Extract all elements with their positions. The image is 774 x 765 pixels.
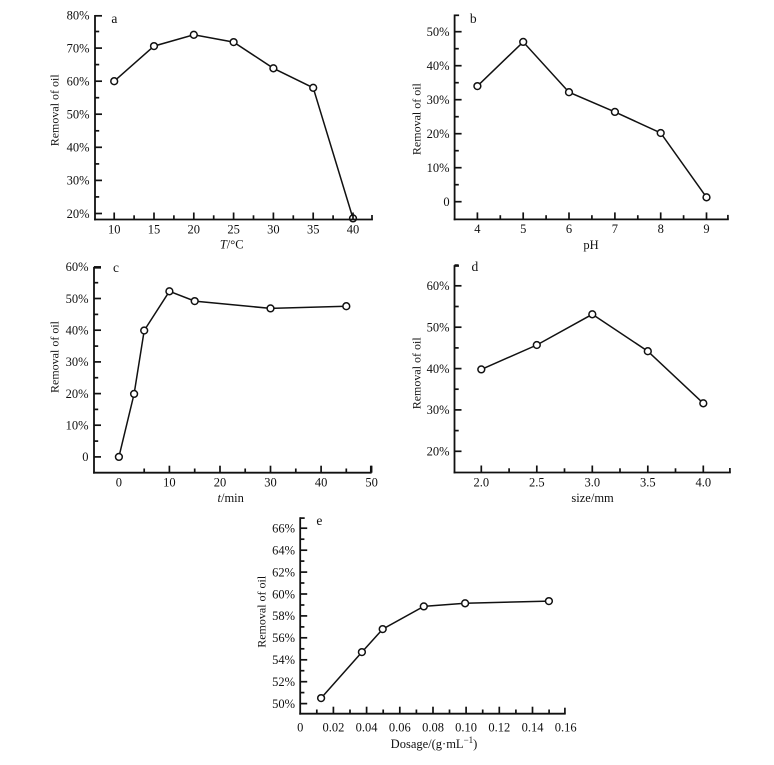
svg-text:a: a — [111, 11, 117, 26]
svg-text:Removal of oil: Removal of oil — [48, 320, 62, 393]
svg-text:56%: 56% — [272, 631, 295, 645]
svg-text:0.14: 0.14 — [522, 721, 545, 735]
svg-text:20: 20 — [188, 222, 201, 236]
svg-text:7: 7 — [612, 222, 618, 236]
svg-text:62%: 62% — [272, 565, 295, 579]
svg-text:30: 30 — [267, 222, 280, 236]
svg-text:0: 0 — [443, 195, 449, 209]
svg-text:40%: 40% — [67, 141, 90, 155]
svg-text:9: 9 — [703, 222, 709, 236]
svg-text:60%: 60% — [67, 75, 90, 89]
svg-text:t/min: t/min — [217, 491, 244, 505]
svg-text:10%: 10% — [66, 419, 89, 433]
svg-text:pH: pH — [583, 238, 598, 252]
svg-text:52%: 52% — [272, 675, 295, 689]
svg-text:0: 0 — [116, 476, 122, 490]
svg-text:Removal of oil: Removal of oil — [255, 575, 269, 648]
svg-text:20%: 20% — [67, 207, 90, 221]
svg-text:20: 20 — [214, 476, 227, 490]
svg-text:30: 30 — [264, 476, 277, 490]
svg-text:Removal of oil: Removal of oil — [48, 74, 62, 147]
svg-text:6: 6 — [566, 222, 572, 236]
svg-text:58%: 58% — [272, 609, 295, 623]
svg-text:50%: 50% — [272, 697, 295, 711]
svg-text:30%: 30% — [67, 174, 90, 188]
svg-text:60%: 60% — [427, 279, 450, 293]
svg-text:64%: 64% — [272, 544, 295, 558]
svg-text:60%: 60% — [66, 260, 89, 274]
svg-text:30%: 30% — [427, 403, 450, 417]
svg-text:66%: 66% — [272, 522, 295, 536]
svg-text:30%: 30% — [427, 93, 450, 107]
svg-text:35: 35 — [307, 222, 320, 236]
svg-text:0.04: 0.04 — [356, 721, 379, 735]
svg-text:0.02: 0.02 — [322, 721, 344, 735]
svg-text:0.08: 0.08 — [422, 721, 444, 735]
svg-text:25: 25 — [227, 222, 240, 236]
svg-text:0.06: 0.06 — [389, 721, 411, 735]
svg-text:0.10: 0.10 — [455, 721, 477, 735]
svg-text:Dosage/(g·mL−1): Dosage/(g·mL−1) — [391, 735, 478, 751]
svg-text:8: 8 — [658, 222, 664, 236]
svg-text:10: 10 — [108, 222, 121, 236]
svg-text:20%: 20% — [66, 387, 89, 401]
svg-text:4: 4 — [474, 222, 481, 236]
svg-text:Removal of oil: Removal of oil — [410, 337, 424, 410]
svg-text:60%: 60% — [272, 587, 295, 601]
svg-text:30%: 30% — [66, 355, 89, 369]
svg-text:c: c — [113, 260, 119, 275]
svg-text:40%: 40% — [427, 362, 450, 376]
svg-text:d: d — [472, 259, 479, 274]
svg-text:2.0: 2.0 — [473, 476, 489, 490]
svg-text:0: 0 — [297, 721, 303, 735]
svg-text:0.16: 0.16 — [555, 721, 577, 735]
svg-text:2.5: 2.5 — [529, 476, 545, 490]
svg-text:70%: 70% — [67, 41, 90, 55]
svg-text:0: 0 — [82, 450, 88, 464]
svg-text:40%: 40% — [66, 324, 89, 338]
svg-text:0.12: 0.12 — [488, 721, 510, 735]
svg-text:50%: 50% — [427, 25, 450, 39]
svg-text:50%: 50% — [67, 108, 90, 122]
svg-text:T/°C: T/°C — [220, 238, 244, 252]
svg-text:10%: 10% — [427, 161, 450, 175]
svg-text:3.5: 3.5 — [640, 476, 656, 490]
svg-text:b: b — [470, 11, 477, 26]
svg-text:54%: 54% — [272, 653, 295, 667]
svg-text:20%: 20% — [427, 445, 450, 459]
svg-text:Removal of oil: Removal of oil — [410, 82, 424, 155]
svg-text:40: 40 — [315, 476, 328, 490]
svg-text:50%: 50% — [427, 321, 450, 335]
svg-text:5: 5 — [520, 222, 526, 236]
svg-text:80%: 80% — [67, 8, 90, 22]
svg-text:4.0: 4.0 — [695, 476, 711, 490]
svg-text:10: 10 — [163, 476, 176, 490]
svg-text:40: 40 — [347, 222, 360, 236]
svg-text:15: 15 — [148, 222, 161, 236]
svg-text:e: e — [316, 513, 322, 528]
svg-text:50%: 50% — [66, 292, 89, 306]
svg-text:size/mm: size/mm — [571, 491, 614, 505]
svg-text:3.0: 3.0 — [584, 476, 600, 490]
svg-text:50: 50 — [365, 476, 378, 490]
svg-text:40%: 40% — [427, 59, 450, 73]
svg-text:20%: 20% — [427, 127, 450, 141]
